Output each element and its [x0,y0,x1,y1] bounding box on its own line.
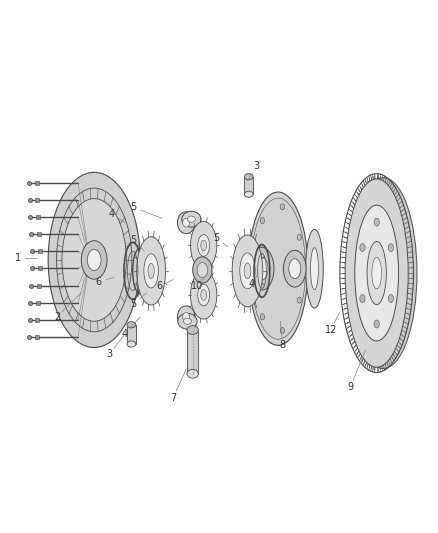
Ellipse shape [198,284,210,306]
Ellipse shape [297,297,301,303]
Ellipse shape [197,263,208,278]
Ellipse shape [87,249,101,270]
Ellipse shape [178,313,197,329]
Ellipse shape [289,259,301,279]
Ellipse shape [244,191,253,197]
Ellipse shape [183,312,190,321]
Text: 4: 4 [122,329,128,340]
Ellipse shape [193,257,212,283]
Text: 8: 8 [279,341,286,350]
Ellipse shape [280,327,285,334]
Ellipse shape [251,265,256,272]
Ellipse shape [374,320,379,328]
Ellipse shape [360,295,365,302]
Ellipse shape [191,271,217,319]
Text: 3: 3 [106,349,113,359]
Ellipse shape [177,306,195,328]
Text: 1: 1 [14,253,21,263]
Ellipse shape [177,212,195,233]
Ellipse shape [187,326,198,334]
Text: 9: 9 [347,382,353,392]
Ellipse shape [355,205,399,341]
Text: 5: 5 [131,235,137,245]
Ellipse shape [81,241,107,279]
Polygon shape [244,177,253,194]
Text: 5: 5 [131,203,137,212]
Ellipse shape [283,251,306,287]
Polygon shape [187,330,198,374]
Ellipse shape [198,235,210,256]
Ellipse shape [184,318,191,324]
Ellipse shape [148,263,154,278]
Ellipse shape [367,241,386,304]
Ellipse shape [144,254,158,288]
Ellipse shape [201,240,207,251]
Text: 10: 10 [191,281,203,291]
Polygon shape [127,325,136,344]
Text: 6: 6 [95,277,102,287]
Text: 3: 3 [253,161,259,171]
Ellipse shape [388,295,393,302]
Ellipse shape [255,257,268,280]
Ellipse shape [240,253,255,289]
Ellipse shape [360,244,365,252]
Ellipse shape [48,172,140,348]
Ellipse shape [137,237,166,305]
Ellipse shape [297,234,301,240]
Ellipse shape [345,179,408,367]
Ellipse shape [306,229,323,308]
Ellipse shape [374,218,379,226]
Ellipse shape [127,341,136,347]
Text: 4: 4 [249,279,255,289]
Ellipse shape [187,369,198,378]
Ellipse shape [182,211,201,227]
Ellipse shape [388,244,393,252]
Ellipse shape [62,199,126,321]
Ellipse shape [260,314,265,320]
Ellipse shape [201,289,207,300]
Ellipse shape [232,235,263,307]
Ellipse shape [127,322,136,328]
Text: 2: 2 [54,312,60,322]
Ellipse shape [183,219,190,227]
Text: 7: 7 [170,393,176,403]
Ellipse shape [372,257,381,289]
Ellipse shape [311,248,318,290]
Ellipse shape [187,216,195,222]
Ellipse shape [350,177,417,368]
Ellipse shape [191,221,217,270]
Ellipse shape [248,192,308,345]
Ellipse shape [244,263,251,279]
Text: 4: 4 [109,209,115,219]
Text: 5: 5 [131,298,137,309]
Ellipse shape [260,217,265,224]
Ellipse shape [244,174,253,180]
Text: 5: 5 [214,233,220,243]
Ellipse shape [249,247,274,290]
Text: 12: 12 [325,325,337,335]
Ellipse shape [280,204,285,210]
Text: 6: 6 [157,281,163,291]
